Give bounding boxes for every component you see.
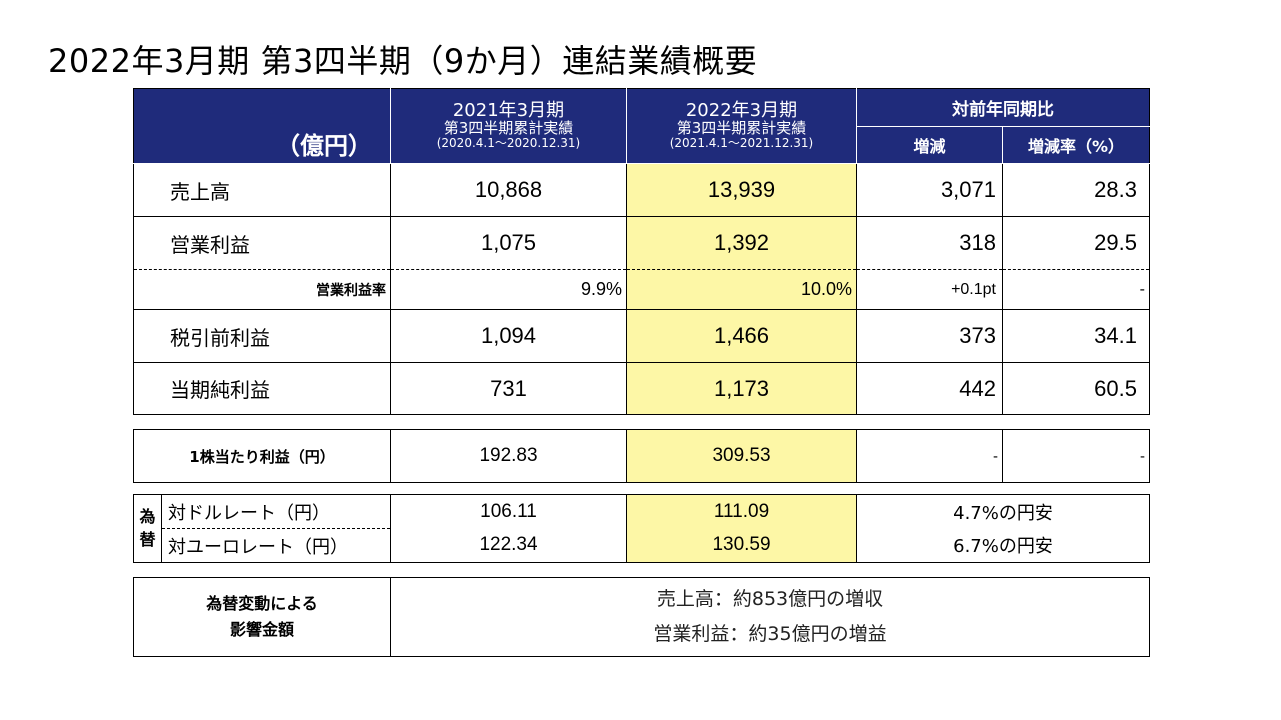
fx-side-char-1: 為 xyxy=(134,506,161,528)
fx-eur-note: 6.7%の円安 xyxy=(857,529,1150,563)
fx-side-char-2: 替 xyxy=(134,529,161,551)
prev-value: 731 xyxy=(391,363,627,415)
fx-usd-note: 4.7%の円安 xyxy=(857,495,1150,529)
table-row: 売上高 10,868 13,939 3,071 28.3 xyxy=(134,164,1150,217)
fx-eur-label: 対ユーロレート（円） xyxy=(162,529,391,563)
change-value: 318 xyxy=(857,217,1003,270)
unit-label: （億円） xyxy=(134,89,391,164)
compare-header: 対前年同期比 xyxy=(857,89,1150,127)
prev-period-range: (2020.4.1～2020.12.31) xyxy=(391,137,626,150)
change-header: 増減 xyxy=(857,127,1003,164)
fx-usd-prev: 106.11 xyxy=(391,495,627,529)
rate-value: 34.1 xyxy=(1003,310,1150,363)
fx-impact-values: 売上高：約853億円の増収 営業利益：約35億円の増益 xyxy=(391,578,1150,657)
fx-table: 為 替 対ドルレート（円） 106.11 111.09 4.7%の円安 対ユーロ… xyxy=(133,494,1150,563)
table-row: 為 替 対ドルレート（円） 106.11 111.09 4.7%の円安 xyxy=(134,495,1150,529)
change-rate-header: 増減率（%） xyxy=(1003,127,1150,164)
eps-label: 1株当たり利益（円） xyxy=(134,430,391,483)
row-label: 税引前利益 xyxy=(134,310,391,363)
fx-usd-label: 対ドルレート（円） xyxy=(162,495,391,529)
eps-prev-value: 192.83 xyxy=(391,430,627,483)
row-label: 営業利益率 xyxy=(134,270,391,310)
table-row: 対ユーロレート（円） 122.34 130.59 6.7%の円安 xyxy=(134,529,1150,563)
prev-value: 10,868 xyxy=(391,164,627,217)
fx-impact-sales: 売上高：約853億円の増収 xyxy=(391,582,1149,617)
table-row: 1株当たり利益（円） 192.83 309.53 - - xyxy=(134,430,1150,483)
curr-value: 10.0% xyxy=(627,270,857,310)
change-value: 373 xyxy=(857,310,1003,363)
prev-value: 1,094 xyxy=(391,310,627,363)
curr-period-desc: 第3四半期累計実績 xyxy=(627,121,856,137)
fx-impact-label: 為替変動による 影響金額 xyxy=(134,578,391,657)
row-label: 営業利益 xyxy=(134,217,391,270)
page-title: 2022年3月期 第3四半期（9か月）連結業績概要 xyxy=(48,36,757,82)
change-value: 442 xyxy=(857,363,1003,415)
fx-side-label: 為 替 xyxy=(134,495,162,563)
prev-period-header: 2021年3月期 第3四半期累計実績 (2020.4.1～2020.12.31) xyxy=(391,89,627,164)
fx-impact-operating-income: 営業利益：約35億円の増益 xyxy=(391,617,1149,652)
prev-value: 9.9% xyxy=(391,270,627,310)
table-row: 税引前利益 1,094 1,466 373 34.1 xyxy=(134,310,1150,363)
fx-impact-label-line1: 為替変動による xyxy=(134,591,390,617)
change-value: +0.1pt xyxy=(857,270,1003,310)
eps-table: 1株当たり利益（円） 192.83 309.53 - - xyxy=(133,429,1150,483)
curr-period-header: 2022年3月期 第3四半期累計実績 (2021.4.1～2021.12.31) xyxy=(627,89,857,164)
table-row: 当期純利益 731 1,173 442 60.5 xyxy=(134,363,1150,415)
fx-eur-prev: 122.34 xyxy=(391,529,627,563)
change-value: 3,071 xyxy=(857,164,1003,217)
fx-eur-curr: 130.59 xyxy=(627,529,857,563)
table-row-sub: 営業利益率 9.9% 10.0% +0.1pt - xyxy=(134,270,1150,310)
rate-value: 60.5 xyxy=(1003,363,1150,415)
rate-value: 29.5 xyxy=(1003,217,1150,270)
table-row: 為替変動による 影響金額 売上高：約853億円の増収 営業利益：約35億円の増益 xyxy=(134,578,1150,657)
results-table: （億円） 2021年3月期 第3四半期累計実績 (2020.4.1～2020.1… xyxy=(133,88,1150,415)
prev-period-desc: 第3四半期累計実績 xyxy=(391,121,626,137)
rate-value: 28.3 xyxy=(1003,164,1150,217)
prev-value: 1,075 xyxy=(391,217,627,270)
fx-impact-table: 為替変動による 影響金額 売上高：約853億円の増収 営業利益：約35億円の増益 xyxy=(133,577,1150,657)
eps-curr-value: 309.53 xyxy=(627,430,857,483)
curr-value: 13,939 xyxy=(627,164,857,217)
rate-value: - xyxy=(1003,270,1150,310)
row-label: 当期純利益 xyxy=(134,363,391,415)
eps-rate-value: - xyxy=(1003,430,1150,483)
fx-usd-curr: 111.09 xyxy=(627,495,857,529)
curr-value: 1,466 xyxy=(627,310,857,363)
header-row-top: （億円） 2021年3月期 第3四半期累計実績 (2020.4.1～2020.1… xyxy=(134,89,1150,127)
table-row: 営業利益 1,075 1,392 318 29.5 xyxy=(134,217,1150,270)
curr-value: 1,392 xyxy=(627,217,857,270)
curr-value: 1,173 xyxy=(627,363,857,415)
curr-period-range: (2021.4.1～2021.12.31) xyxy=(627,137,856,150)
row-label: 売上高 xyxy=(134,164,391,217)
eps-change-value: - xyxy=(857,430,1003,483)
fx-impact-label-line2: 影響金額 xyxy=(134,617,390,643)
